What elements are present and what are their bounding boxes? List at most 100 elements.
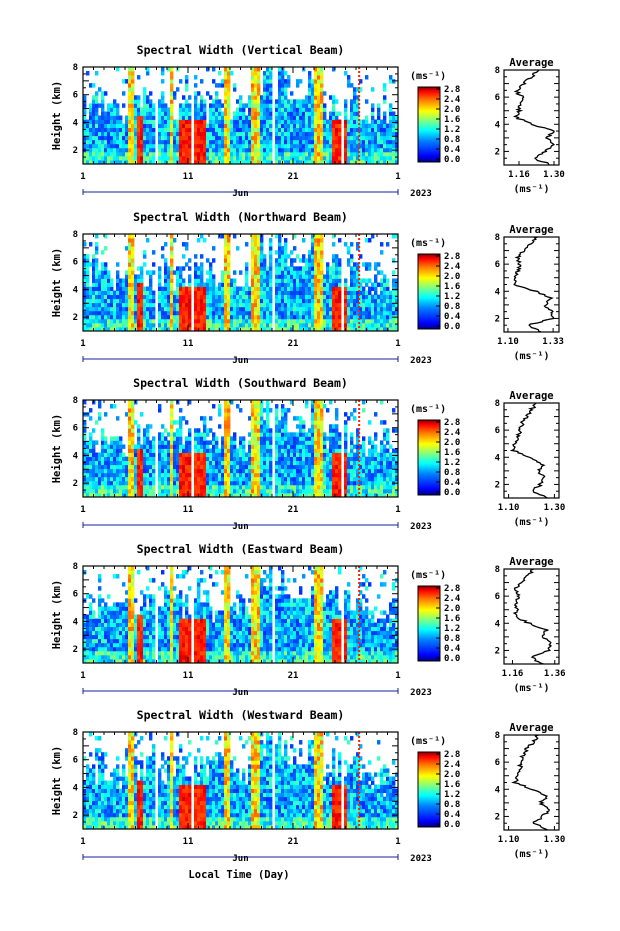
colorbar-tick-label: 1.6 xyxy=(444,780,460,790)
profile-y-tick-label: 8 xyxy=(495,233,500,243)
colorbar-tick-label: 1.6 xyxy=(444,115,460,125)
profile-title: Average xyxy=(509,722,553,734)
panel-title: Spectral Width (Westward Beam) xyxy=(137,708,345,722)
panel-1: Spectral Width (Northward Beam)1 11 21 1Jun… xyxy=(51,210,564,366)
profile-frame xyxy=(503,568,560,665)
profile-y-tick-label: 6 xyxy=(495,260,500,270)
colorbar-tick-label: 0.8 xyxy=(444,302,460,312)
profile-y-tick-label: 4 xyxy=(495,287,501,297)
year-label: 2023 xyxy=(410,356,432,366)
colorbar-tick-label: 2.0 xyxy=(444,770,460,780)
y-tick-label: 4 xyxy=(73,118,79,128)
y-tick-label: 8 xyxy=(73,63,78,73)
profile-x-tick-label: 1.30 xyxy=(544,503,566,513)
month-label: Jun xyxy=(232,189,248,199)
month-label: Jun xyxy=(232,522,248,532)
colorbar-tick-label: 1.6 xyxy=(444,614,460,624)
y-axis-label: Height (km) xyxy=(51,81,63,151)
colorbar-tick-label: 2.4 xyxy=(444,760,461,770)
colorbar-tick-label: 0.0 xyxy=(444,322,460,332)
colorbar-tick-label: 2.4 xyxy=(444,95,461,105)
colorbar-tick-label: 1.2 xyxy=(444,624,460,634)
colorbar-tick-label: 0.8 xyxy=(444,135,460,145)
colorbar xyxy=(417,585,441,662)
colorbar-unit: (ms⁻¹) xyxy=(410,404,446,415)
month-label: Jun xyxy=(232,854,248,864)
heatmap-field xyxy=(83,566,399,664)
y-tick-label: 8 xyxy=(73,728,78,738)
colorbar-tick-label: 1.2 xyxy=(444,458,460,468)
profile-frame xyxy=(503,236,560,333)
x-tick-label: 1 xyxy=(80,172,85,182)
colorbar xyxy=(417,86,441,163)
x-tick-label: 1 xyxy=(80,339,85,349)
colorbar-tick-label: 2.0 xyxy=(444,604,460,614)
colorbar-tick-label: 0.0 xyxy=(444,654,460,664)
colorbar-tick-label: 2.0 xyxy=(444,272,460,282)
y-tick-label: 2 xyxy=(73,313,78,323)
profile-line xyxy=(513,236,555,333)
colorbar xyxy=(417,253,441,330)
profile-y-tick-label: 8 xyxy=(495,66,500,76)
colorbar-tick-label: 2.0 xyxy=(444,438,460,448)
x-tick-label: 11 xyxy=(183,505,194,515)
profile-x-tick-label: 1.16 xyxy=(502,669,524,679)
profile-x-tick-label: 1.10 xyxy=(498,835,520,845)
profile-line xyxy=(512,69,556,166)
x-tick-label: 1 xyxy=(395,671,400,681)
colorbar-tick-label: 2.4 xyxy=(444,594,461,604)
x-tick-label: 1 xyxy=(395,505,400,515)
heatmap-field xyxy=(83,234,399,332)
profile-x-tick-label: 1.10 xyxy=(498,503,520,513)
profile-y-tick-label: 8 xyxy=(495,731,500,741)
colorbar-tick-label: 2.4 xyxy=(444,262,461,272)
colorbar xyxy=(417,419,441,496)
x-tick-label: 1 xyxy=(80,505,85,515)
y-tick-label: 6 xyxy=(73,258,78,268)
profile-y-tick-label: 8 xyxy=(495,399,500,409)
colorbar-unit: (ms⁻¹) xyxy=(410,238,446,249)
profile-y-tick-label: 2 xyxy=(495,147,500,157)
x-tick-label: 1 xyxy=(395,339,400,349)
y-axis-label: Height (km) xyxy=(51,580,63,650)
y-tick-label: 6 xyxy=(73,91,78,101)
profile-y-tick-label: 2 xyxy=(495,314,500,324)
profile-y-tick-label: 4 xyxy=(495,785,501,795)
y-tick-label: 4 xyxy=(73,285,79,295)
colorbar-tick-label: 2.4 xyxy=(444,428,461,438)
y-axis-label: Height (km) xyxy=(51,746,63,816)
profile-x-tick-label: 1.10 xyxy=(497,337,519,347)
profile-y-tick-label: 4 xyxy=(495,453,501,463)
colorbar-tick-label: 0.0 xyxy=(444,820,460,830)
colorbar-tick-label: 1.2 xyxy=(444,125,460,135)
colorbar-tick-label: 1.6 xyxy=(444,282,460,292)
colorbar-tick-label: 0.4 xyxy=(444,478,461,488)
x-tick-label: 11 xyxy=(183,339,194,349)
y-axis-label: Height (km) xyxy=(51,248,63,318)
x-tick-label: 21 xyxy=(288,339,299,349)
colorbar-tick-label: 2.8 xyxy=(444,252,460,262)
colorbar-unit: (ms⁻¹) xyxy=(410,736,446,747)
x-tick-label: 21 xyxy=(288,671,299,681)
colorbar-unit: (ms⁻¹) xyxy=(410,570,446,581)
y-tick-label: 6 xyxy=(73,424,78,434)
profile-unit: (ms⁻¹) xyxy=(513,849,549,860)
y-tick-label: 8 xyxy=(73,396,78,406)
x-tick-label: 1 xyxy=(80,837,85,847)
y-tick-label: 2 xyxy=(73,811,78,821)
y-tick-label: 6 xyxy=(73,590,78,600)
profile-line xyxy=(512,568,553,665)
colorbar-tick-label: 0.0 xyxy=(444,488,460,498)
x-axis-label: Local Time (Day) xyxy=(188,869,289,881)
profile-y-tick-label: 4 xyxy=(495,120,501,130)
month-label: Jun xyxy=(232,356,248,366)
x-tick-label: 11 xyxy=(183,671,194,681)
profile-y-tick-label: 2 xyxy=(495,646,500,656)
profile-title: Average xyxy=(509,556,553,568)
year-label: 2023 xyxy=(410,189,432,199)
profile-x-tick-label: 1.36 xyxy=(544,669,566,679)
heatmap-field xyxy=(83,732,399,830)
